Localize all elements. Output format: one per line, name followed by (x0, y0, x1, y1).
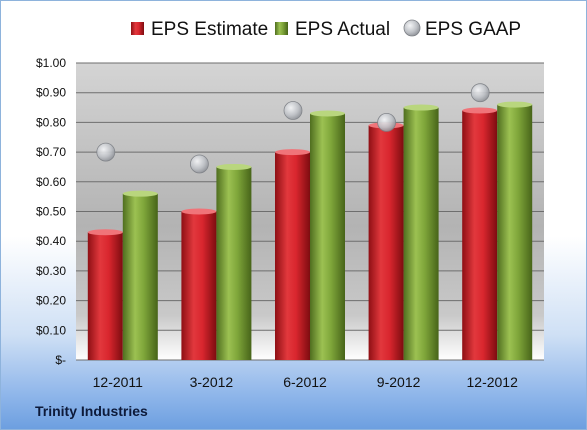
bar-eps-actual (216, 166, 252, 360)
legend-swatch (131, 22, 144, 35)
y-tick-label: $0.80 (36, 115, 66, 129)
x-tick-label: 3-2012 (190, 374, 234, 390)
bar-eps-estimate (181, 211, 217, 360)
marker-eps-gaap (96, 142, 116, 162)
x-axis: 12-2011 3-2012 6-2012 9-2012 12-2012 (93, 374, 518, 390)
bar-top-eps-estimate (462, 107, 498, 114)
gaap-markers (96, 83, 490, 174)
y-tick-label: $0.50 (36, 205, 66, 219)
y-tick-label: $0.10 (36, 323, 66, 337)
bar-top-eps-actual (497, 101, 533, 108)
bar-top-eps-actual (216, 163, 252, 170)
marker-eps-gaap (283, 101, 303, 120)
legend: EPS Estimate EPS Actual EPS GAAP (131, 19, 521, 40)
bar-eps-actual (310, 113, 345, 361)
bar-top-eps-estimate (181, 208, 217, 215)
bar-eps-estimate (275, 152, 310, 360)
company-name: Trinity Industries (35, 403, 148, 419)
bar-top-eps-actual (122, 190, 158, 197)
y-tick-label: $- (55, 353, 66, 367)
bar-eps-estimate (462, 110, 498, 361)
marker-eps-gaap (189, 154, 209, 174)
legend-swatch (403, 19, 421, 37)
y-tick-label: $0.90 (36, 86, 66, 100)
legend-label: EPS Estimate (151, 19, 268, 40)
x-tick-label: 12-2011 (93, 374, 144, 390)
y-tick-label: $0.70 (36, 145, 66, 159)
bar-top-eps-actual (403, 104, 439, 111)
x-tick-label: 6-2012 (283, 374, 327, 390)
bar-eps-actual (122, 193, 158, 360)
bar-eps-actual (497, 104, 533, 360)
x-tick-label: 12-2012 (467, 374, 519, 390)
y-tick-label: $0.20 (36, 294, 66, 308)
bar-eps-estimate (368, 125, 404, 361)
y-tick-label: $0.40 (36, 234, 66, 248)
legend-swatch (275, 22, 288, 35)
y-axis: $- $0.10 $0.20 $0.30 $0.40 $0.50 $0.60 $0.70 $0.… (36, 56, 66, 367)
y-tick-label: $0.30 (36, 264, 66, 278)
marker-eps-gaap (470, 83, 490, 103)
x-tick-label: 9-2012 (377, 374, 421, 390)
bars (87, 101, 533, 361)
bar-eps-actual (403, 107, 439, 360)
bar-eps-estimate (87, 232, 123, 360)
bar-top-eps-estimate (275, 149, 310, 156)
legend-label: EPS Actual (295, 19, 390, 40)
marker-eps-gaap (377, 113, 397, 132)
bar-top-eps-estimate (87, 229, 123, 236)
y-tick-label: $0.60 (36, 175, 66, 189)
bar-top-eps-actual (310, 110, 345, 117)
legend-label: EPS GAAP (425, 19, 521, 40)
y-tick-label: $1.00 (36, 56, 66, 70)
